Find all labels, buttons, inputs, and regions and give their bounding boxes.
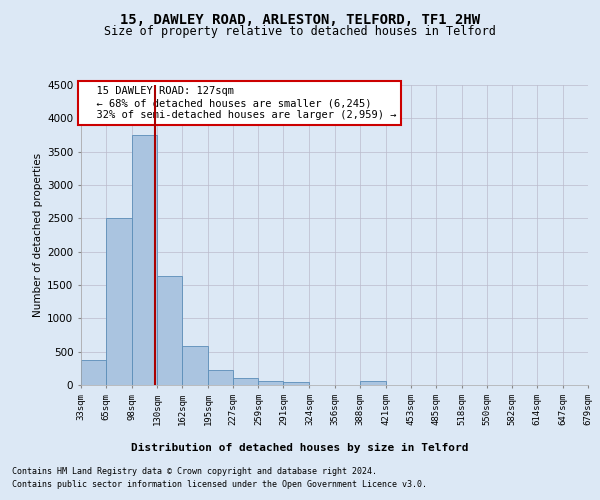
Bar [283,382,310,385]
Bar [208,370,233,385]
Bar [132,135,157,385]
Text: Contains HM Land Registry data © Crown copyright and database right 2024.: Contains HM Land Registry data © Crown c… [12,468,377,476]
Text: 15 DAWLEY ROAD: 127sqm
  ← 68% of detached houses are smaller (6,245)
  32% of s: 15 DAWLEY ROAD: 127sqm ← 68% of detached… [83,86,396,120]
Bar [157,276,182,385]
Bar [233,378,259,385]
Bar [182,346,208,385]
Y-axis label: Number of detached properties: Number of detached properties [33,153,43,317]
Text: Distribution of detached houses by size in Telford: Distribution of detached houses by size … [131,442,469,452]
Bar [259,381,283,385]
Text: 15, DAWLEY ROAD, ARLESTON, TELFORD, TF1 2HW: 15, DAWLEY ROAD, ARLESTON, TELFORD, TF1 … [120,12,480,26]
Text: Size of property relative to detached houses in Telford: Size of property relative to detached ho… [104,25,496,38]
Bar [81,360,106,385]
Text: Contains public sector information licensed under the Open Government Licence v3: Contains public sector information licen… [12,480,427,489]
Bar [106,218,132,385]
Bar [359,381,386,385]
